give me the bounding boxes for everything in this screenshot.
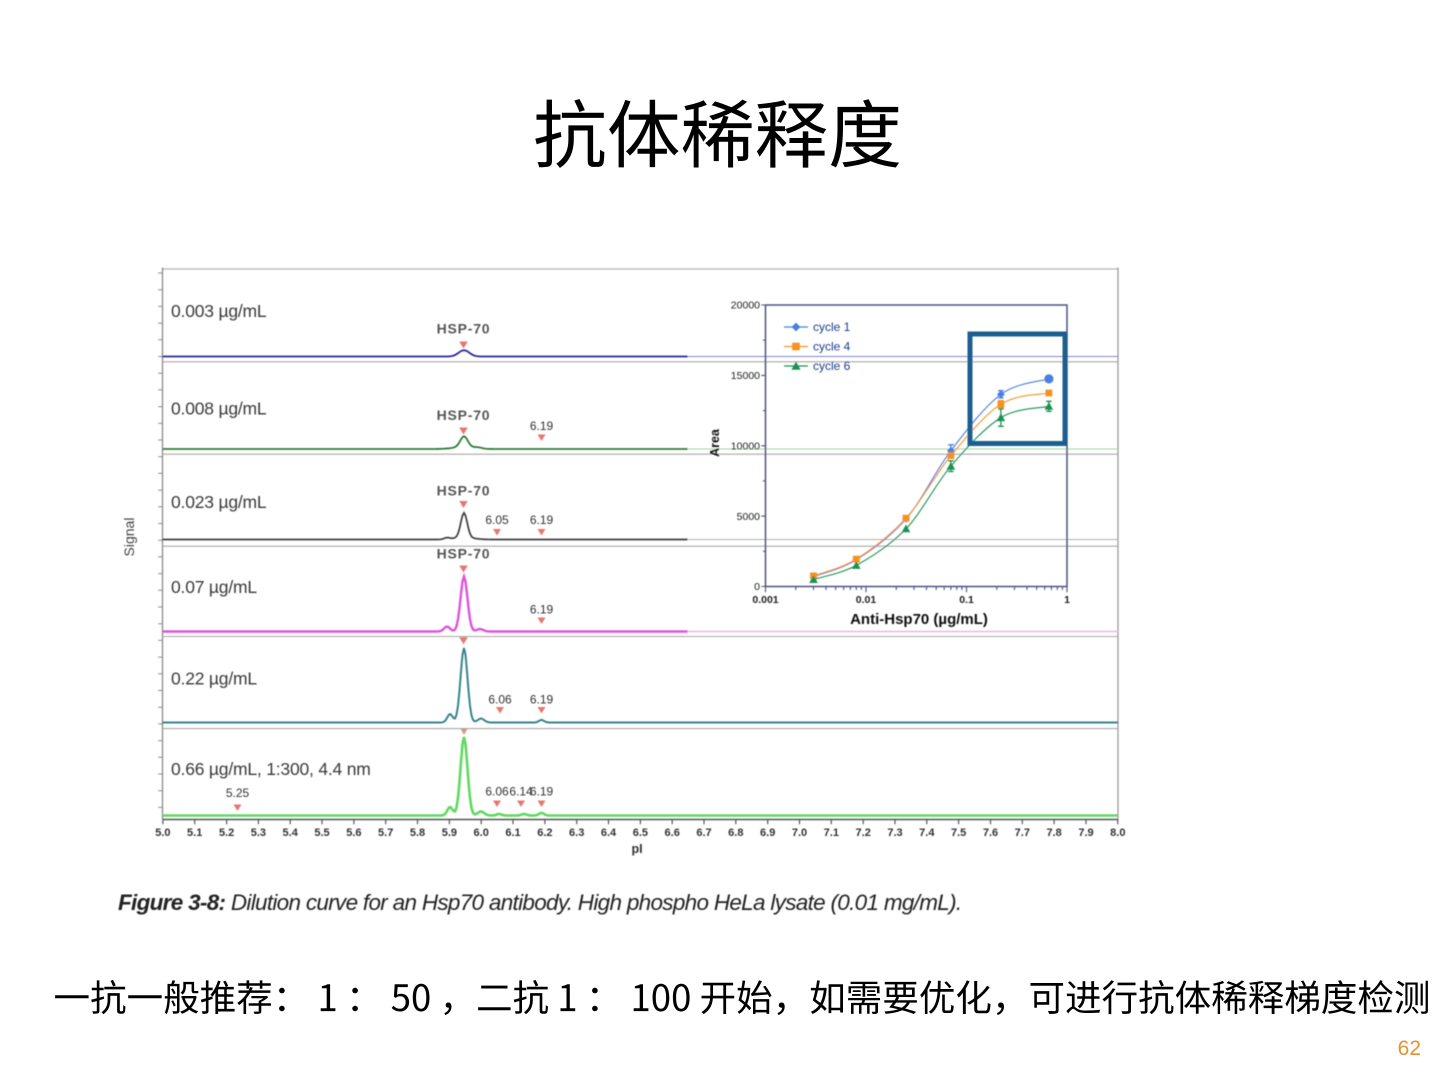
svg-text:6.06: 6.06 — [485, 785, 509, 799]
svg-text:cycle 4: cycle 4 — [813, 339, 851, 353]
svg-text:HSP-70: HSP-70 — [437, 321, 491, 337]
svg-text:5.5: 5.5 — [314, 827, 329, 839]
svg-text:0.66 µg/mL, 1:300, 4.4 nm: 0.66 µg/mL, 1:300, 4.4 nm — [171, 759, 371, 779]
svg-text:0.003 µg/mL: 0.003 µg/mL — [171, 301, 267, 321]
svg-text:6.0: 6.0 — [474, 827, 489, 839]
svg-text:7.2: 7.2 — [856, 827, 871, 839]
svg-text:0.008 µg/mL: 0.008 µg/mL — [171, 399, 267, 419]
svg-text:10000: 10000 — [731, 440, 760, 452]
svg-text:7.5: 7.5 — [951, 827, 966, 839]
svg-text:15000: 15000 — [731, 370, 760, 382]
svg-text:7.7: 7.7 — [1015, 827, 1030, 839]
svg-text:0.023 µg/mL: 0.023 µg/mL — [171, 492, 267, 512]
svg-text:Anti-Hsp70 (µg/mL): Anti-Hsp70 (µg/mL) — [850, 611, 988, 628]
svg-text:6.19: 6.19 — [530, 419, 554, 433]
svg-text:HSP-70: HSP-70 — [437, 546, 491, 562]
svg-text:5.2: 5.2 — [219, 827, 234, 839]
svg-text:5000: 5000 — [737, 511, 761, 523]
svg-text:6.1: 6.1 — [505, 827, 520, 839]
svg-text:cycle 6: cycle 6 — [813, 359, 851, 373]
svg-text:5.7: 5.7 — [378, 827, 393, 839]
svg-text:Figure 3-8: Dilution curve for: Figure 3-8: Dilution curve for an Hsp70 … — [118, 890, 961, 915]
svg-text:5.4: 5.4 — [283, 827, 299, 839]
svg-text:Signal: Signal — [121, 518, 137, 557]
svg-text:HSP-70: HSP-70 — [437, 483, 491, 499]
svg-text:5.8: 5.8 — [410, 827, 425, 839]
svg-text:5.1: 5.1 — [187, 827, 202, 839]
svg-text:5.0: 5.0 — [155, 827, 170, 839]
svg-text:6.3: 6.3 — [569, 827, 584, 839]
svg-text:7.8: 7.8 — [1046, 827, 1061, 839]
svg-text:cycle 1: cycle 1 — [813, 320, 851, 334]
svg-text:1: 1 — [1064, 594, 1070, 606]
svg-text:0.22 µg/mL: 0.22 µg/mL — [171, 669, 257, 689]
svg-text:Area: Area — [708, 428, 722, 457]
svg-text:7.4: 7.4 — [919, 827, 935, 839]
svg-text:7.9: 7.9 — [1078, 827, 1093, 839]
svg-text:7.1: 7.1 — [824, 827, 839, 839]
svg-text:6.19: 6.19 — [530, 603, 554, 617]
svg-text:0.07 µg/mL: 0.07 µg/mL — [171, 577, 257, 597]
svg-text:62: 62 — [1398, 1037, 1421, 1060]
svg-text:6.4: 6.4 — [601, 827, 617, 839]
svg-text:6.06: 6.06 — [488, 693, 512, 707]
svg-text:7.6: 7.6 — [983, 827, 998, 839]
svg-text:5.9: 5.9 — [442, 827, 457, 839]
svg-text:0: 0 — [754, 581, 760, 593]
svg-text:0.001: 0.001 — [752, 594, 778, 606]
svg-text:6.05: 6.05 — [485, 513, 509, 527]
svg-text:0.01: 0.01 — [856, 594, 877, 606]
svg-text:5.3: 5.3 — [251, 827, 266, 839]
svg-text:5.6: 5.6 — [346, 827, 361, 839]
svg-text:6.8: 6.8 — [728, 827, 743, 839]
svg-text:7.0: 7.0 — [792, 827, 807, 839]
svg-text:0.1: 0.1 — [959, 594, 974, 606]
svg-text:6.7: 6.7 — [696, 827, 711, 839]
svg-text:6.19: 6.19 — [530, 513, 554, 527]
svg-text:6.19: 6.19 — [530, 785, 554, 799]
svg-text:pI: pI — [631, 842, 642, 856]
svg-text:6.9: 6.9 — [760, 827, 775, 839]
svg-text:HSP-70: HSP-70 — [437, 407, 491, 423]
svg-text:7.3: 7.3 — [887, 827, 902, 839]
svg-text:6.19: 6.19 — [530, 693, 554, 707]
svg-text:6.2: 6.2 — [537, 827, 552, 839]
svg-text:6.6: 6.6 — [665, 827, 680, 839]
svg-text:8.0: 8.0 — [1110, 827, 1125, 839]
svg-text:6.14: 6.14 — [509, 785, 533, 799]
svg-text:5.25: 5.25 — [226, 786, 250, 800]
svg-text:20000: 20000 — [731, 300, 760, 312]
svg-text:6.5: 6.5 — [633, 827, 648, 839]
